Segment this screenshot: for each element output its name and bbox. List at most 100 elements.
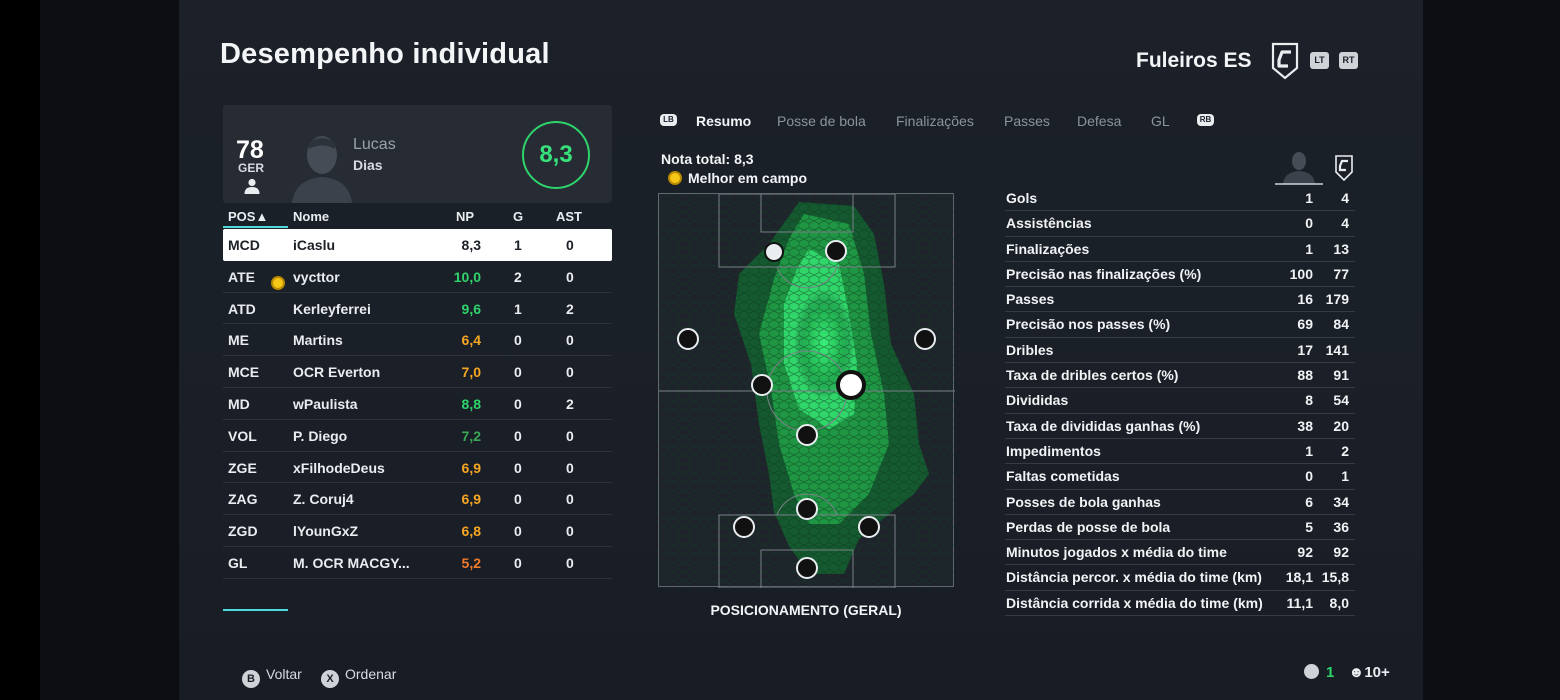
table-row[interactable]: ZAG Z. Coruj4 6,9 0 0 (223, 483, 612, 516)
row-position: MD (228, 395, 250, 412)
rt-button-icon[interactable]: RT (1339, 52, 1358, 69)
table-row[interactable]: MD wPaulista 8,8 0 2 (223, 388, 612, 420)
back-label: Voltar (266, 666, 302, 682)
player-markers (677, 240, 936, 579)
stat-row: Precisão nos passes (%) 69 84 (1005, 312, 1355, 338)
row-rating: 7,2 (461, 427, 481, 444)
col-header-g[interactable]: G (513, 209, 524, 224)
stat-player-value: 88 (1297, 367, 1313, 384)
row-goals: 0 (514, 332, 522, 349)
stat-player-value: 0 (1305, 215, 1313, 232)
stat-player-value: 1 (1305, 442, 1313, 459)
row-position: ZAG (228, 491, 258, 508)
stat-team-value: 13 (1333, 240, 1349, 257)
player-first-name: Lucas (353, 136, 396, 153)
pitch-label: POSICIONAMENTO (GERAL) (710, 602, 902, 618)
table-row[interactable]: MCD iCaslu 8,3 1 0 (223, 229, 612, 261)
stat-player-value: 18,1 (1285, 569, 1313, 586)
row-rating: 9,6 (461, 300, 481, 317)
row-goals: 0 (514, 459, 522, 476)
row-assists: 0 (566, 491, 574, 508)
stat-player-value: 8 (1305, 392, 1313, 409)
player-marker (733, 516, 755, 538)
players-table-header: POS▲ Nome NP G AST (223, 206, 612, 230)
stat-player-value: 100 (1289, 265, 1313, 282)
tab-resumo[interactable]: Resumo (696, 113, 752, 129)
stat-row: Posses de bola ganhas 6 34 (1005, 490, 1355, 515)
table-row[interactable]: ZGE xFilhodeDeus 6,9 0 0 (223, 452, 612, 484)
stat-label: Minutos jogados x média do time (1006, 544, 1227, 561)
stat-team-value: 1 (1341, 468, 1349, 485)
row-position: MCE (228, 364, 260, 381)
stat-player-value: 5 (1305, 518, 1313, 535)
tab-gl[interactable]: GL (1151, 113, 1170, 129)
stat-row: Faltas cometidas 0 1 (1005, 464, 1355, 490)
col-header-name[interactable]: Nome (293, 209, 330, 224)
stat-player-value: 6 (1305, 493, 1313, 510)
player-silhouette-icon (1275, 152, 1323, 185)
stat-team-value: 4 (1341, 190, 1349, 206)
pitch-svg (659, 194, 955, 588)
lt-button-icon[interactable]: LT (1310, 52, 1329, 69)
stat-player-value: 17 (1297, 341, 1313, 358)
stat-team-value: 141 (1325, 341, 1349, 358)
stat-row: Assistências 0 4 (1005, 211, 1355, 237)
table-row[interactable]: MCE OCR Everton 7,0 0 0 (223, 356, 612, 388)
stat-label: Taxa de divididas ganhas (%) (1006, 417, 1201, 434)
stat-row: Divididas 8 54 (1005, 388, 1355, 414)
player-marker (914, 328, 936, 350)
table-row[interactable]: ME Martins 6,4 0 0 (223, 324, 612, 357)
right-border (1423, 0, 1560, 700)
player-marker (858, 516, 880, 538)
table-row[interactable]: ZGD lYounGxZ 6,8 0 0 (223, 515, 612, 547)
stat-player-value: 1 (1305, 190, 1313, 206)
tab-passes[interactable]: Passes (1004, 113, 1050, 129)
lb-button-icon[interactable]: LB (660, 114, 677, 126)
table-row[interactable]: GL M. OCR MACGY... 5,2 0 0 (223, 547, 612, 579)
performance-screen: Desempenho individual Fuleiros ES LT RT … (179, 0, 1423, 700)
sort-button[interactable]: X Ordenar (321, 666, 396, 688)
stat-team-value: 179 (1325, 291, 1349, 308)
stat-row: Dribles 17 141 (1005, 338, 1355, 364)
row-position: ZGE (228, 459, 257, 476)
rb-button-icon[interactable]: RB (1197, 114, 1214, 126)
page-title: Desempenho individual (220, 38, 550, 70)
stat-player-value: 1 (1305, 240, 1313, 257)
stat-team-value: 8,0 (1329, 594, 1349, 611)
stat-row: Passes 16 179 (1005, 287, 1355, 313)
row-assists: 0 (566, 237, 574, 253)
stats-table: Gols 1 4 Assistências 0 4 Finalizações 1 13 Preci… (1005, 186, 1355, 617)
player-marker (796, 498, 818, 520)
row-goals: 0 (514, 395, 522, 412)
stat-label: Taxa de dribles certos (%) (1006, 367, 1179, 384)
player-card: 78 GER Lucas Dias 8,3 (223, 105, 612, 203)
stat-team-value: 34 (1333, 493, 1349, 510)
back-button[interactable]: B Voltar (242, 666, 302, 688)
tab-finalizacoes[interactable]: Finalizações (896, 113, 974, 129)
table-row[interactable]: VOL P. Diego 7,2 0 0 (223, 420, 612, 452)
row-goals: 0 (514, 427, 522, 444)
col-header-pos[interactable]: POS▲ (228, 209, 269, 224)
row-goals: 0 (514, 554, 522, 571)
tab-defesa[interactable]: Defesa (1077, 113, 1122, 129)
stat-row: Distância percor. x média do time (km) 18… (1005, 565, 1355, 591)
table-row[interactable]: ATE vycttor 10,0 2 0 (223, 261, 612, 293)
row-goals: 2 (514, 268, 522, 285)
lobby-status: 1 ☻10+ (1304, 664, 1390, 681)
stat-row: Taxa de divididas ganhas (%) 38 20 (1005, 414, 1355, 439)
col-header-ast[interactable]: AST (556, 209, 582, 224)
row-assists: 0 (566, 332, 574, 349)
sort-label: Ordenar (345, 666, 397, 682)
tab-posse-de-bola[interactable]: Posse de bola (777, 113, 866, 129)
stats-compare-header (1275, 152, 1353, 185)
stat-team-value: 20 (1333, 417, 1349, 434)
row-name: xFilhodeDeus (293, 459, 385, 476)
team-logo-icon (1335, 155, 1353, 182)
table-row[interactable]: ATD Kerleyferrei 9,6 1 2 (223, 293, 612, 325)
row-name: M. OCR MACGY... (293, 554, 410, 571)
stat-row: Perdas de posse de bola 5 36 (1005, 515, 1355, 541)
col-header-np[interactable]: NP (456, 209, 475, 224)
row-name: vycttor (293, 268, 340, 285)
player-marker (677, 328, 699, 350)
row-name: lYounGxZ (293, 523, 359, 540)
